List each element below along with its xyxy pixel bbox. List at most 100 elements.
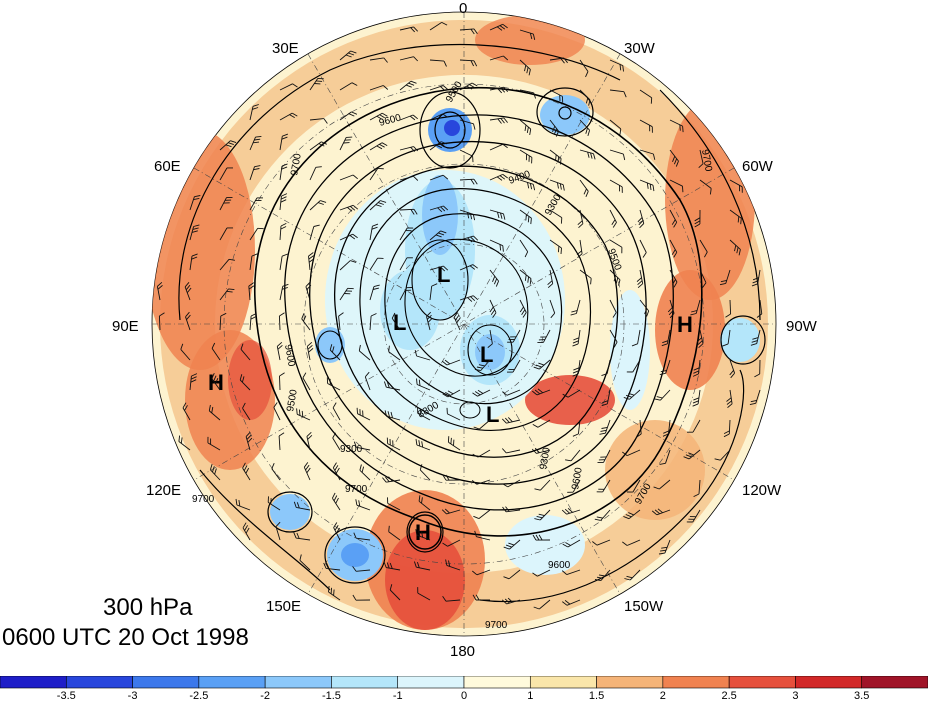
- color-bar-tick-label: -1: [392, 690, 403, 702]
- wind-barb-feather: [692, 400, 699, 404]
- wind-barb-feather: [209, 463, 213, 470]
- wind-barb: [489, 269, 499, 282]
- wind-barb-feather: [418, 379, 421, 386]
- wind-barb-feather: [248, 282, 254, 287]
- wind-barb-feather: [330, 587, 333, 594]
- color-bar-swatch: [795, 676, 863, 689]
- wind-barb-feather: [440, 230, 447, 234]
- wind-barb: [219, 259, 230, 271]
- color-bar-swatch: [264, 676, 332, 689]
- wind-barb-feather: [208, 404, 211, 411]
- wind-barb-feather: [534, 488, 541, 491]
- wind-barb: [296, 506, 311, 511]
- wind-barb-feather: [388, 345, 390, 352]
- wind-barb-feather: [421, 531, 424, 538]
- wind-barb-feather: [587, 151, 590, 158]
- wind-barb-feather: [474, 391, 481, 396]
- wind-barb-feather: [226, 290, 233, 293]
- contour-label: 9600: [548, 560, 571, 571]
- wind-barb: [339, 204, 354, 211]
- wind-barb: [603, 449, 611, 463]
- wind-barb-feather: [756, 313, 763, 318]
- wind-barb-feather: [749, 402, 756, 406]
- wind-barb-feather: [352, 174, 358, 180]
- wind-barb-feather: [386, 562, 390, 569]
- wind-barb: [668, 419, 671, 434]
- wind-barb: [512, 359, 521, 373]
- lon-label-30w: 30W: [624, 40, 655, 57]
- wind-barb: [327, 383, 341, 391]
- wind-barb: [180, 349, 191, 361]
- wind-barb-feather: [552, 126, 556, 132]
- wind-barb: [339, 288, 349, 301]
- wind-barb: [537, 419, 551, 428]
- wind-barb-feather: [441, 509, 447, 515]
- wind-barb: [309, 78, 319, 91]
- wind-barb-feather: [303, 462, 309, 468]
- wind-barb-feather: [413, 209, 418, 215]
- wind-barb-feather: [306, 284, 312, 290]
- wind-barb-feather: [612, 312, 617, 318]
- wind-barb-feather: [673, 252, 678, 258]
- wind-barb-feather: [564, 508, 570, 514]
- wind-barb-feather: [622, 154, 626, 161]
- wind-barb-feather: [752, 277, 759, 281]
- wind-barb-feather: [442, 542, 448, 547]
- wind-barb: [579, 179, 589, 192]
- wind-barb-feather: [316, 80, 323, 82]
- wind-barb-feather: [228, 142, 234, 146]
- wind-barb-feather: [473, 235, 479, 241]
- wind-barb: [476, 536, 491, 541]
- wind-barb-feather: [547, 280, 553, 286]
- wind-barb-feather: [437, 207, 443, 213]
- wind-barb-feather: [697, 340, 703, 346]
- wind-barb-feather: [723, 433, 730, 438]
- wind-barb-feather: [445, 559, 448, 566]
- wind-barb: [577, 329, 581, 344]
- wind-barb: [579, 239, 583, 254]
- wind-barb: [729, 389, 733, 404]
- lon-label-120e: 120E: [146, 482, 182, 499]
- wind-barb-feather: [467, 297, 473, 302]
- wind-barb-feather: [253, 141, 260, 144]
- wind-barb-feather: [442, 595, 447, 602]
- wind-barb-feather: [489, 306, 494, 313]
- wind-barb-feather: [445, 392, 451, 396]
- wind-barb-feather: [693, 370, 700, 374]
- wind-barb-feather: [690, 313, 697, 316]
- wind-barb: [301, 318, 311, 331]
- wind-barb: [339, 260, 351, 271]
- wind-barb-feather: [673, 158, 678, 165]
- wind-barb-feather: [623, 91, 627, 98]
- wind-barb-feather: [376, 145, 383, 150]
- wind-barb-feather: [726, 400, 732, 405]
- wind-barb-feather: [321, 141, 327, 145]
- wind-barb-feather: [251, 253, 258, 257]
- wind-barb: [660, 389, 671, 401]
- wind-barb-feather: [245, 527, 250, 534]
- wind-barb-feather: [646, 182, 649, 189]
- wind-barb-feather: [615, 277, 619, 284]
- wind-barb-feather: [572, 370, 579, 374]
- wind-barb-feather: [273, 402, 278, 408]
- wind-barb-feather: [278, 432, 285, 437]
- wind-barb-feather: [254, 138, 261, 141]
- wind-barb: [308, 256, 311, 271]
- wind-barb: [489, 55, 504, 61]
- wind-barb-feather: [529, 278, 532, 285]
- wind-barb-feather: [502, 483, 509, 488]
- wind-barb: [549, 209, 563, 218]
- wind-barb-feather: [496, 176, 503, 181]
- wind-barb-feather: [602, 400, 609, 404]
- wind-barb-feather: [660, 549, 667, 552]
- wind-barb-feather: [182, 402, 187, 409]
- wind-barb-feather: [536, 515, 543, 519]
- contour-label: 9500: [285, 388, 300, 412]
- wind-barb-feather: [242, 462, 246, 469]
- wind-barb-feather: [475, 594, 480, 601]
- wind-barb: [399, 227, 408, 241]
- wind-barb-feather: [296, 502, 300, 509]
- color-bar-tick-label: 0: [460, 690, 468, 702]
- wind-barb: [339, 82, 353, 91]
- wind-barb: [539, 359, 551, 370]
